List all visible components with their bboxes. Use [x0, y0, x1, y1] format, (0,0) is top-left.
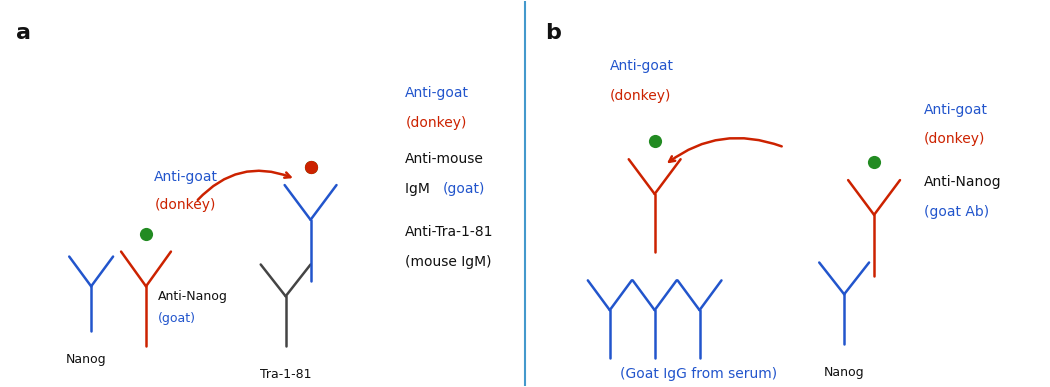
Text: Anti-Nanog: Anti-Nanog	[158, 290, 228, 303]
Point	[865, 159, 882, 165]
Text: (goat): (goat)	[158, 312, 196, 325]
Text: (Goat IgG from serum): (Goat IgG from serum)	[620, 366, 777, 381]
Point	[138, 231, 154, 237]
Text: Anti-goat: Anti-goat	[405, 86, 469, 100]
Text: b: b	[545, 23, 561, 43]
Text: Anti-goat: Anti-goat	[610, 59, 674, 73]
Text: a: a	[17, 23, 32, 43]
Text: (donkey): (donkey)	[155, 198, 216, 212]
Text: Nanog: Nanog	[66, 353, 106, 366]
Text: Nanog: Nanog	[824, 366, 864, 379]
Point	[646, 138, 663, 144]
Text: Anti-goat: Anti-goat	[154, 170, 218, 184]
Text: IgM: IgM	[405, 182, 435, 196]
Point	[302, 164, 319, 170]
Text: Anti-Tra-1-81: Anti-Tra-1-81	[405, 225, 494, 239]
Text: Anti-mouse: Anti-mouse	[405, 152, 484, 166]
Text: (mouse IgM): (mouse IgM)	[405, 255, 491, 269]
Text: (donkey): (donkey)	[610, 89, 671, 103]
Text: (donkey): (donkey)	[405, 115, 466, 130]
Text: Anti-Nanog: Anti-Nanog	[924, 175, 1002, 189]
Text: (donkey): (donkey)	[924, 132, 985, 146]
Text: Anti-goat: Anti-goat	[924, 103, 988, 116]
Text: (goat): (goat)	[443, 182, 485, 196]
Point	[302, 164, 319, 170]
Text: Tra-1-81: Tra-1-81	[260, 368, 312, 381]
Text: (goat Ab): (goat Ab)	[924, 205, 989, 219]
